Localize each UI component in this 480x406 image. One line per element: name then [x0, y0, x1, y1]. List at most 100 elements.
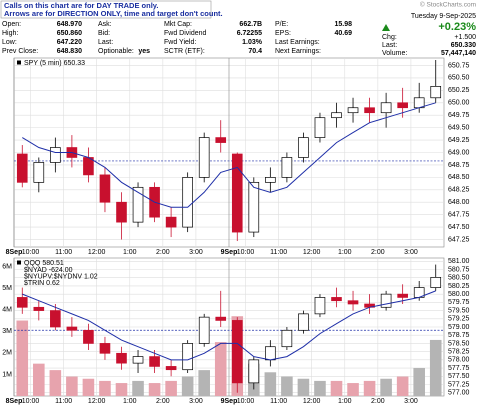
x-tick-label: 1:00 [123, 398, 137, 405]
change-pct: +0.23% [438, 21, 476, 33]
x-tick-label: 2:00 [371, 398, 385, 405]
volume-bar [347, 383, 359, 396]
moving-average [22, 102, 436, 208]
quote-label: Chg: [382, 34, 397, 41]
candle-body [380, 102, 392, 114]
y2-tick-label: 1M [2, 371, 12, 378]
y2-tick-label: 3M [2, 328, 12, 335]
quote-label: Fwd Yield: [164, 39, 196, 46]
y-tick-label: 580.00 [448, 291, 470, 298]
legend-entry: $NYUPV:$NYDNV 1.02 [24, 273, 98, 280]
quote-label: P/E: [275, 21, 288, 28]
x-tick-label: 3:00 [189, 398, 203, 405]
candle-body [198, 316, 210, 344]
legend-value: 580.51 [42, 260, 64, 267]
candle-body [364, 107, 375, 114]
candle-body [347, 107, 359, 114]
x-tick-label: 8Sep [6, 249, 23, 256]
legend-name: QQQ [24, 260, 41, 267]
x-tick-label: 12:00 [303, 398, 321, 405]
quote-date: Tuesday 9-Sep-2025 [411, 13, 476, 20]
legend-entry: $NYAD -624.00 [24, 267, 73, 274]
candle-body [116, 352, 127, 364]
volume-bar [82, 378, 95, 396]
y-tick-label: 580.50 [448, 275, 470, 282]
legend-entry: $TRIN 0.62 [24, 280, 60, 287]
y-tick-label: 648.75 [448, 162, 470, 169]
y-tick-label: 577.75 [448, 365, 470, 372]
candle-body [347, 300, 359, 305]
candle-body [231, 153, 243, 233]
quote-label: Bid: [98, 30, 110, 37]
candle-body [182, 343, 193, 371]
x-tick-label: 11:00 [55, 249, 72, 256]
quote-value: 6.72255 [237, 30, 262, 37]
y-tick-label: 579.75 [448, 299, 470, 306]
y-tick-label: 580.25 [448, 283, 470, 290]
note-line: Calls on this chart are for DAY TRADE on… [4, 1, 158, 10]
candle-body [182, 177, 193, 228]
quote-value: 648.970 [57, 21, 82, 28]
volume-bar [115, 383, 128, 396]
candle-body [132, 186, 144, 223]
x-tick-label: 11:00 [270, 398, 287, 405]
candle-body [33, 162, 45, 183]
legend-value: 650.33 [64, 60, 86, 67]
y-tick-label: 581.00 [448, 258, 470, 265]
y-tick-label: 577.00 [448, 390, 470, 397]
quote-value: 647.220 [57, 39, 82, 46]
y-tick-label: 580.75 [448, 266, 470, 273]
x-tick-label: 3:00 [189, 249, 203, 256]
volume-bar [16, 320, 29, 396]
volume-bar [148, 383, 161, 396]
y-tick-label: 648.25 [448, 187, 470, 194]
quote-label: Low: [2, 39, 17, 46]
candle-body [331, 297, 342, 302]
quote-label: Mkt Cap: [164, 21, 192, 28]
candle-body [314, 117, 326, 138]
y-tick-label: 647.75 [448, 212, 470, 219]
candle-body [116, 201, 127, 223]
y-tick-label: 647.50 [448, 224, 470, 231]
x-tick-label: 12:00 [88, 398, 106, 405]
y-tick-label: 650.25 [448, 87, 470, 94]
quote-label: Fwd Dividend [164, 30, 207, 37]
volume-bar [380, 378, 392, 396]
volume-bar [413, 367, 425, 396]
candle-body [16, 153, 28, 183]
quote-label: EPS: [275, 30, 291, 37]
candle-body [99, 343, 111, 354]
note-line: Arrows are for DIRECTION ONLY, time and … [4, 9, 223, 18]
candle-body [165, 216, 177, 228]
candle-body [165, 366, 177, 371]
volume-bar [297, 378, 310, 396]
volume-bar [66, 376, 78, 396]
x-tick-label: 9Sep [221, 398, 238, 405]
x-tick-label: 1:00 [123, 249, 137, 256]
quote-value: 40.69 [334, 30, 352, 37]
quote-label: Prev Close: [2, 48, 38, 55]
x-tick-label: 10:00 [237, 249, 255, 256]
candle-body [397, 293, 408, 298]
candle-body [215, 137, 227, 143]
quote-label: Last: [98, 39, 113, 46]
x-tick-label: 2:00 [156, 398, 170, 405]
candle-body [50, 310, 61, 328]
x-tick-label: 10:00 [237, 398, 255, 405]
volume-bar [264, 372, 277, 396]
y-tick-label: 650.75 [448, 62, 470, 69]
x-tick-label: 11:00 [55, 398, 72, 405]
quote-value: 650.330 [451, 42, 476, 49]
y2-tick-label: 6M [2, 263, 12, 270]
x-tick-label: 10:00 [22, 398, 40, 405]
y-tick-label: 650.00 [448, 100, 470, 107]
candle-body [33, 306, 45, 311]
quote-value: 15.98 [334, 21, 352, 28]
candle-body [430, 277, 442, 288]
y-tick-label: 650.50 [448, 75, 470, 82]
note-box [0, 0, 212, 19]
x-tick-label: 2:00 [371, 249, 385, 256]
quote-label: High: [2, 30, 18, 37]
